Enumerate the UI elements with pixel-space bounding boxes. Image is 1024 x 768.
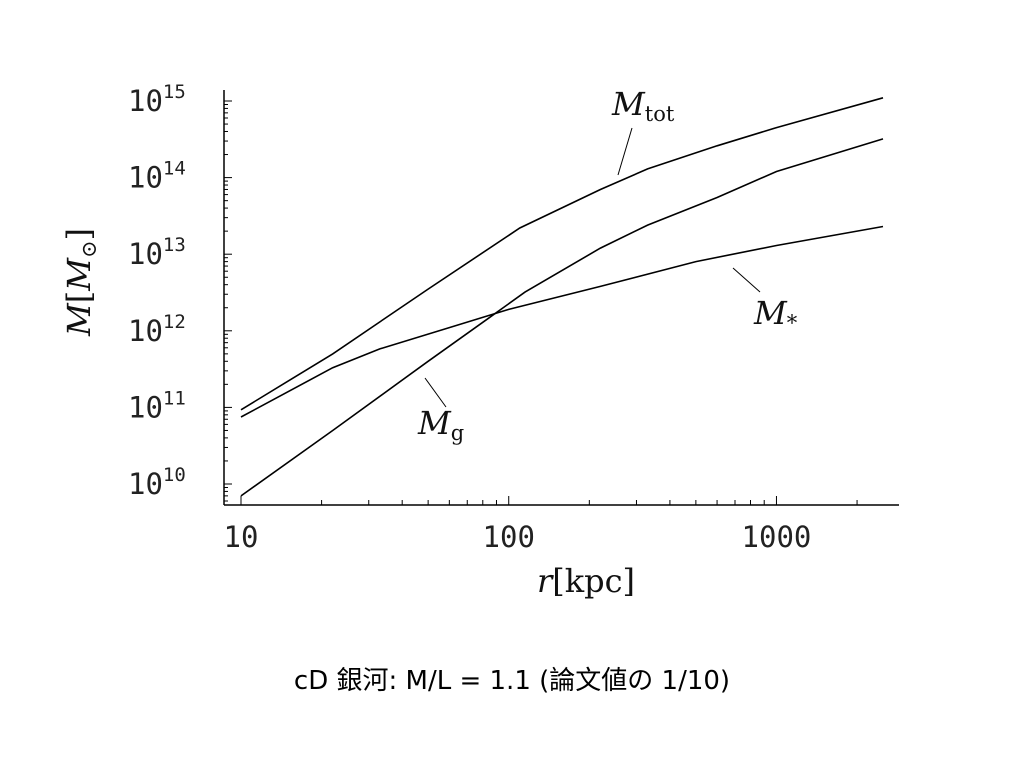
plot-frame bbox=[223, 90, 899, 506]
series-lines bbox=[240, 97, 884, 497]
series-line-mstar bbox=[240, 225, 884, 418]
series-label-mstar: M* bbox=[753, 294, 798, 335]
slide-caption: cD 銀河: M/L = 1.1 (論文値の 1/10) bbox=[293, 666, 731, 696]
x-axis-title: r[kpc] bbox=[537, 562, 635, 600]
series-label-mtot: Mtot bbox=[611, 85, 675, 126]
leader-line-mtot bbox=[617, 127, 633, 176]
leader-line-mstar bbox=[732, 267, 761, 293]
series-label-mg: Mg bbox=[417, 404, 464, 445]
series-annotations: Mtot Mg M* bbox=[417, 85, 798, 445]
series-line-mtot bbox=[240, 97, 884, 411]
y-axis-ticks: 1010 1011 1012 1013 1014 1015 bbox=[128, 81, 232, 502]
x-axis-ticks: 10 100 1000 bbox=[224, 496, 858, 554]
y-tick-label: 1014 bbox=[128, 158, 186, 195]
y-tick-label: 1012 bbox=[128, 311, 186, 348]
leader-line-mg bbox=[424, 377, 447, 408]
y-tick-label: 1010 bbox=[128, 464, 186, 501]
x-tick-label: 100 bbox=[483, 520, 535, 554]
axis-titles: r[kpc] M[M⊙] bbox=[60, 228, 635, 600]
x-tick-label: 10 bbox=[224, 520, 259, 554]
x-tick-label: 1000 bbox=[742, 520, 812, 554]
y-axis-title: M[M⊙] bbox=[60, 228, 101, 337]
y-tick-label: 1011 bbox=[128, 387, 186, 424]
y-tick-label: 1013 bbox=[128, 234, 186, 271]
y-tick-label: 1015 bbox=[128, 81, 186, 118]
series-line-mg bbox=[240, 138, 884, 497]
